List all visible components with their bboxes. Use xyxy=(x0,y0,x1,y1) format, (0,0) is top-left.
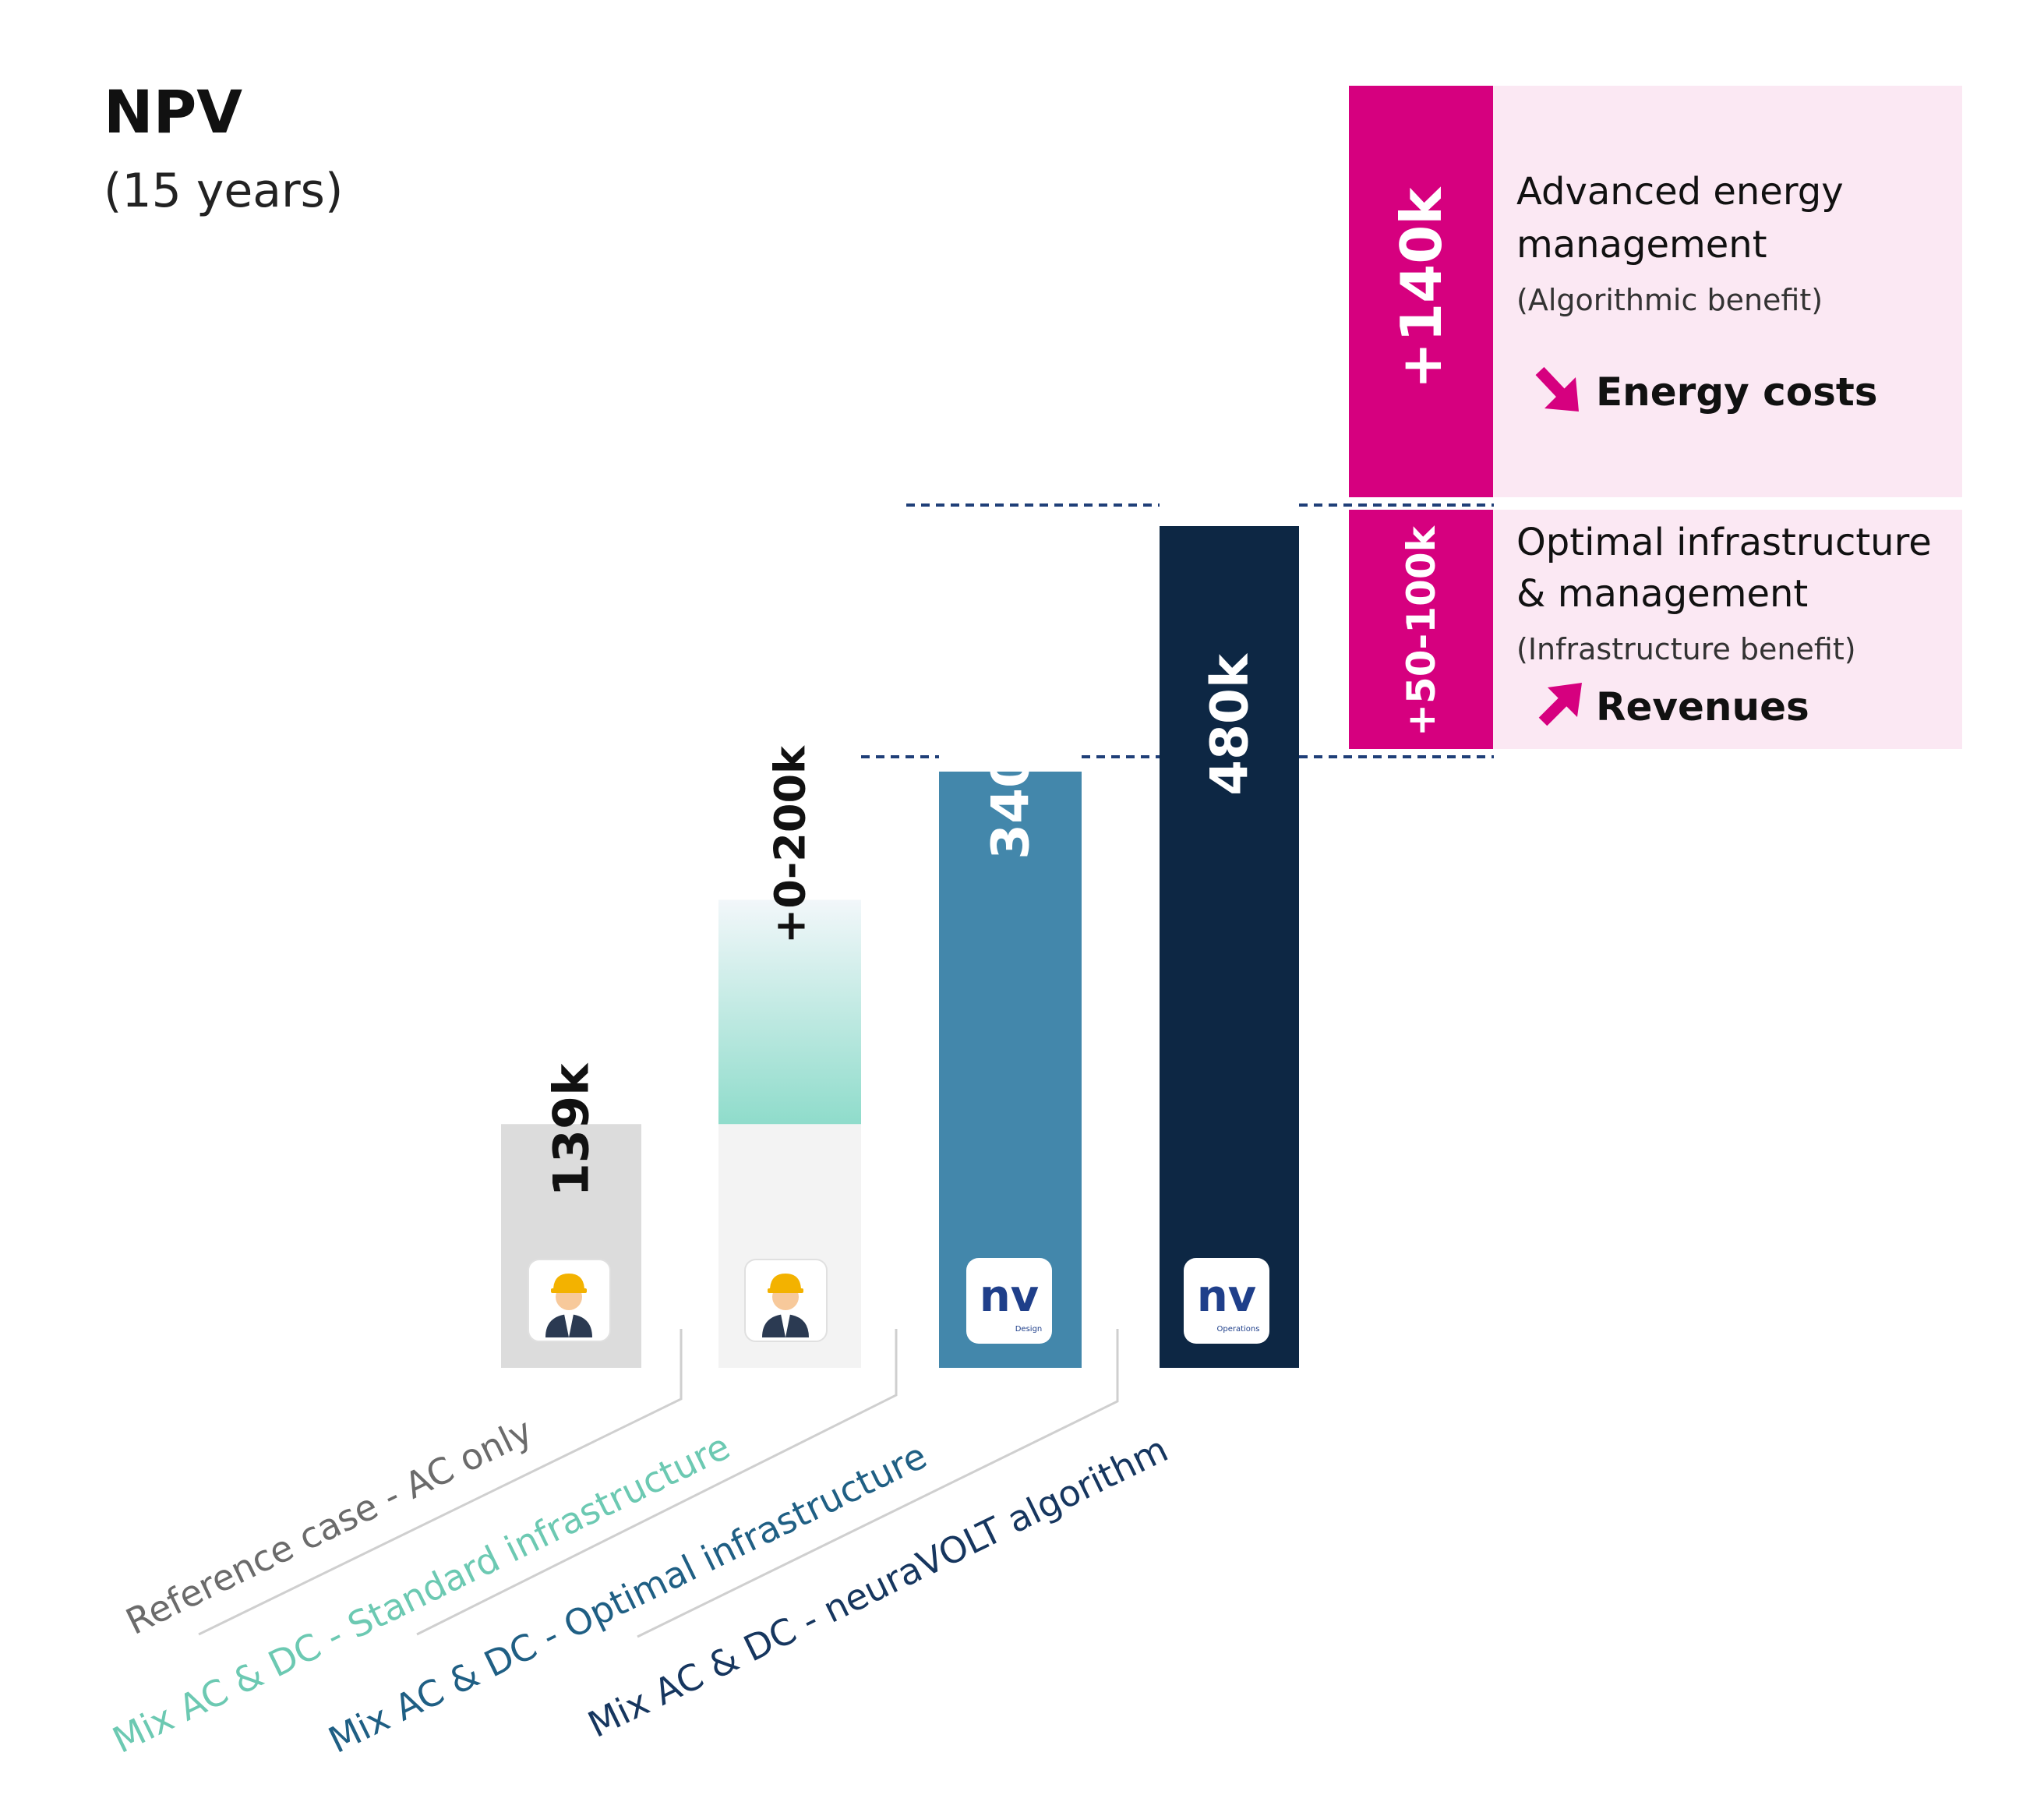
increment-block-top xyxy=(1349,86,1493,497)
engineer-icon xyxy=(528,1259,611,1342)
nv-operations-mark: nv xyxy=(1197,1271,1256,1322)
nv-operations-icon: nv Operations xyxy=(1184,1258,1269,1344)
leader-lines xyxy=(198,1329,1119,1638)
chart-title: NPV xyxy=(104,77,242,147)
bar-label-neuravolt: 480k xyxy=(1200,652,1260,796)
nv-design-mark: nv xyxy=(980,1271,1039,1322)
nv-design-icon: nv Design xyxy=(966,1258,1052,1344)
category-label-reference: Reference case - AC only xyxy=(119,1409,538,1643)
panel-top-effect: Energy costs xyxy=(1596,369,1878,415)
panel-top-title-line1: Advanced energy xyxy=(1516,170,1844,214)
panel-top-title-line2: management xyxy=(1516,223,1767,267)
panel-top-subtitle: (Algorithmic benefit) xyxy=(1516,283,1823,317)
nv-operations-caption: Operations xyxy=(1217,1325,1260,1334)
bar-neuravolt xyxy=(1160,526,1299,1368)
engineer-icon xyxy=(744,1259,828,1342)
chart-subtitle: (15 years) xyxy=(104,164,343,218)
nv-design-caption: Design xyxy=(1015,1325,1043,1334)
panel-bottom-title-line1: Optimal infrastructure xyxy=(1516,521,1932,564)
bar-standard-gain xyxy=(718,899,861,1125)
leader-line-standard xyxy=(416,1329,898,1636)
increment-label-top: +140k xyxy=(1389,186,1454,390)
bars-group xyxy=(501,526,1299,1368)
bar-label-optimal: 340k xyxy=(981,716,1041,860)
panel-bottom-subtitle: (Infrastructure benefit) xyxy=(1516,632,1856,666)
bar-label-reference: 139k xyxy=(543,1062,600,1196)
increment-label-bottom: +50-100k xyxy=(1399,525,1444,737)
arrow-up-right-icon xyxy=(1538,683,1582,726)
reference-lines xyxy=(861,503,1494,758)
panel-top-bg xyxy=(1493,86,1962,497)
panel-bottom-title-line2: & management xyxy=(1516,572,1808,616)
arrow-down-right-icon xyxy=(1535,366,1579,412)
panel-bottom-effect: Revenues xyxy=(1596,684,1809,730)
increment-block-bottom xyxy=(1349,510,1493,749)
bar-label-standard: +0-200k xyxy=(766,745,815,944)
increment-panels: +140k +50-100k Advanced energy managemen… xyxy=(1349,86,1962,749)
leader-line-reference xyxy=(198,1329,683,1636)
leader-line-optimal xyxy=(637,1329,1119,1638)
